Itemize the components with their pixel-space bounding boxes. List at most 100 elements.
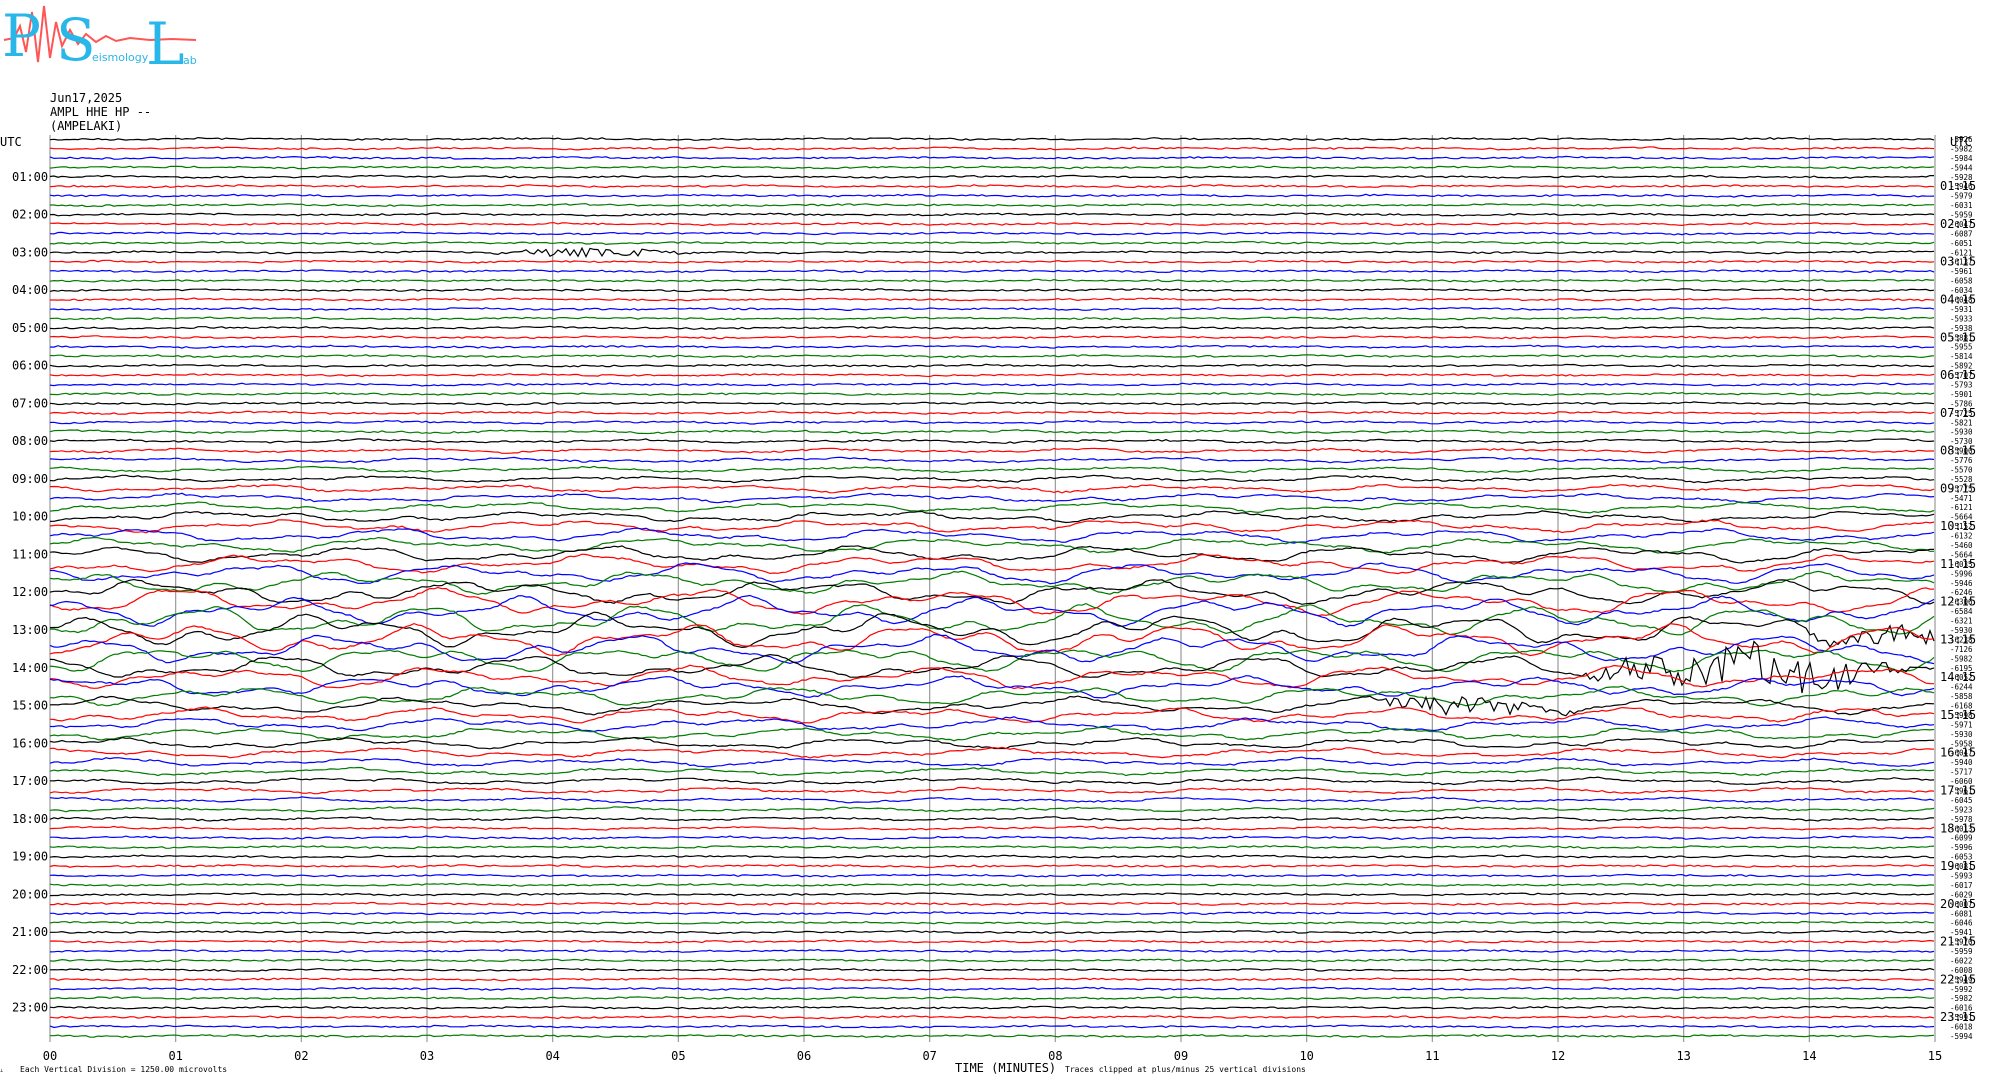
trace-offset-value: -5821 <box>1950 418 1973 427</box>
left-hour-label: 03:00 <box>12 245 48 259</box>
trace-line <box>49 278 1934 283</box>
trace-line <box>50 835 1935 841</box>
trace-line <box>49 354 1935 359</box>
trace-line <box>49 756 1935 768</box>
trace-offset-value: -5971 <box>1950 720 1973 729</box>
trace-line <box>49 419 1935 425</box>
trace-line <box>49 306 1935 311</box>
trace-line <box>49 410 1935 415</box>
trace-offset-value: -5961 <box>1950 267 1973 276</box>
trace-line <box>49 246 1935 258</box>
x-tick-label: 07 <box>922 1049 936 1063</box>
trace-line <box>49 664 1935 690</box>
trace-line <box>49 335 1935 340</box>
trace-line <box>49 967 1935 973</box>
right-hour-label: 18:15 <box>1940 821 1976 835</box>
trace-offset-value: -5664 <box>1950 513 1973 522</box>
trace-offset-value: -6008 <box>1950 966 1973 975</box>
trace-offset-value: -5152 <box>1950 522 1973 531</box>
trace-line <box>49 986 1935 992</box>
trace-offset-value: -5984 <box>1950 154 1973 163</box>
trace-offset-value: -6306 <box>1950 598 1973 607</box>
right-hour-label: 12:15 <box>1940 595 1976 609</box>
trace-offset-value: -5994 <box>1950 1032 1973 1041</box>
trace-offset-value: -5996 <box>1950 843 1973 852</box>
trace-line <box>49 806 1935 813</box>
x-tick-label: 15 <box>1928 1049 1942 1063</box>
trace-line <box>49 483 1935 494</box>
trace-offset-value: -5941 <box>1950 928 1973 937</box>
trace-line <box>49 816 1934 822</box>
x-tick-label: 00 <box>43 1049 57 1063</box>
x-tick-label: 09 <box>1174 1049 1188 1063</box>
trace-offset-value: -5978 <box>1950 815 1973 824</box>
trace-offset-value: -6051 <box>1950 239 1973 248</box>
left-hour-label: 09:00 <box>12 472 48 486</box>
x-tick-label: 10 <box>1299 1049 1313 1063</box>
left-hour-label: 08:00 <box>12 434 48 448</box>
right-hour-label: 03:15 <box>1940 255 1976 269</box>
trace-offset-value: -5970 <box>1950 938 1973 947</box>
trace-line <box>49 920 1934 925</box>
right-hour-label: 19:15 <box>1940 859 1976 873</box>
trace-offset-value: -6060 <box>1950 777 1973 786</box>
trace-offset-value: -6137 <box>1950 258 1973 267</box>
trace-offset-value: -5979 <box>1950 192 1973 201</box>
trace-line <box>49 391 1935 396</box>
trace-line <box>49 882 1935 887</box>
trace-offset-value: -6018 <box>1950 1023 1973 1032</box>
trace-offset-value: -6168 <box>1950 702 1973 711</box>
trace-offset-value: -5991 <box>1950 1013 1973 1022</box>
left-hour-label: 04:00 <box>12 283 48 297</box>
trace-offset-value: -5931 <box>1950 305 1973 314</box>
trace-offset-value: -6016 <box>1950 1004 1973 1013</box>
trace-line <box>49 174 1934 179</box>
x-tick-label: 01 <box>168 1049 182 1063</box>
trace-line <box>49 373 1935 378</box>
trace-line <box>49 695 1935 717</box>
right-hour-label: 15:15 <box>1940 708 1976 722</box>
trace-line <box>50 901 1935 906</box>
trace-line <box>49 492 1935 504</box>
left-hour-label: 22:00 <box>12 963 48 977</box>
trace-line <box>49 193 1935 198</box>
trace-offset-value: -5881 <box>1950 333 1973 342</box>
trace-line <box>49 221 1935 227</box>
left-hour-label: 02:00 <box>12 208 48 222</box>
trace-offset-value: -5938 <box>1950 324 1973 333</box>
trace-offset-value: -6017 <box>1950 881 1973 890</box>
trace-offset-value: -5928 <box>1950 173 1973 182</box>
trace-line <box>49 578 1935 605</box>
trace-offset-value: -5786 <box>1950 399 1973 408</box>
trace-line <box>49 939 1935 944</box>
trace-line <box>50 259 1935 264</box>
trace-line <box>49 316 1935 321</box>
logo-word-seismology: eismology <box>92 51 149 64</box>
trace-offset-value: -5959 <box>1950 211 1973 220</box>
footer-clip-note: Traces clipped at plus/minus 25 vertical… <box>1065 1065 1306 1074</box>
right-hour-label: 22:15 <box>1940 972 1976 986</box>
trace-line <box>49 344 1935 349</box>
right-hour-label: 21:15 <box>1940 935 1976 949</box>
trace-line <box>49 1024 1935 1029</box>
trace-offset-value: -6035 <box>1950 560 1973 569</box>
trace-line <box>49 429 1935 435</box>
left-hour-label: 20:00 <box>12 887 48 901</box>
trace-line <box>49 736 1934 750</box>
left-hour-label: 15:00 <box>12 699 48 713</box>
trace-offset-value: -5946 <box>1950 182 1973 191</box>
trace-offset-value: -5858 <box>1950 692 1973 701</box>
trace-line <box>49 269 1935 274</box>
left-hour-label: 18:00 <box>12 812 48 826</box>
trace-line <box>49 363 1935 368</box>
trace-offset-value: -6584 <box>1950 607 1973 616</box>
trace-offset-value: -5998 <box>1950 711 1973 720</box>
right-hour-label: 07:15 <box>1940 406 1976 420</box>
trace-offset-value: -6031 <box>1950 201 1973 210</box>
right-hour-label: 05:15 <box>1940 330 1976 344</box>
trace-offset-value: -5901 <box>1950 390 1973 399</box>
trace-line <box>49 854 1935 859</box>
left-hour-label: 07:00 <box>12 396 48 410</box>
trace-line <box>49 519 1935 534</box>
